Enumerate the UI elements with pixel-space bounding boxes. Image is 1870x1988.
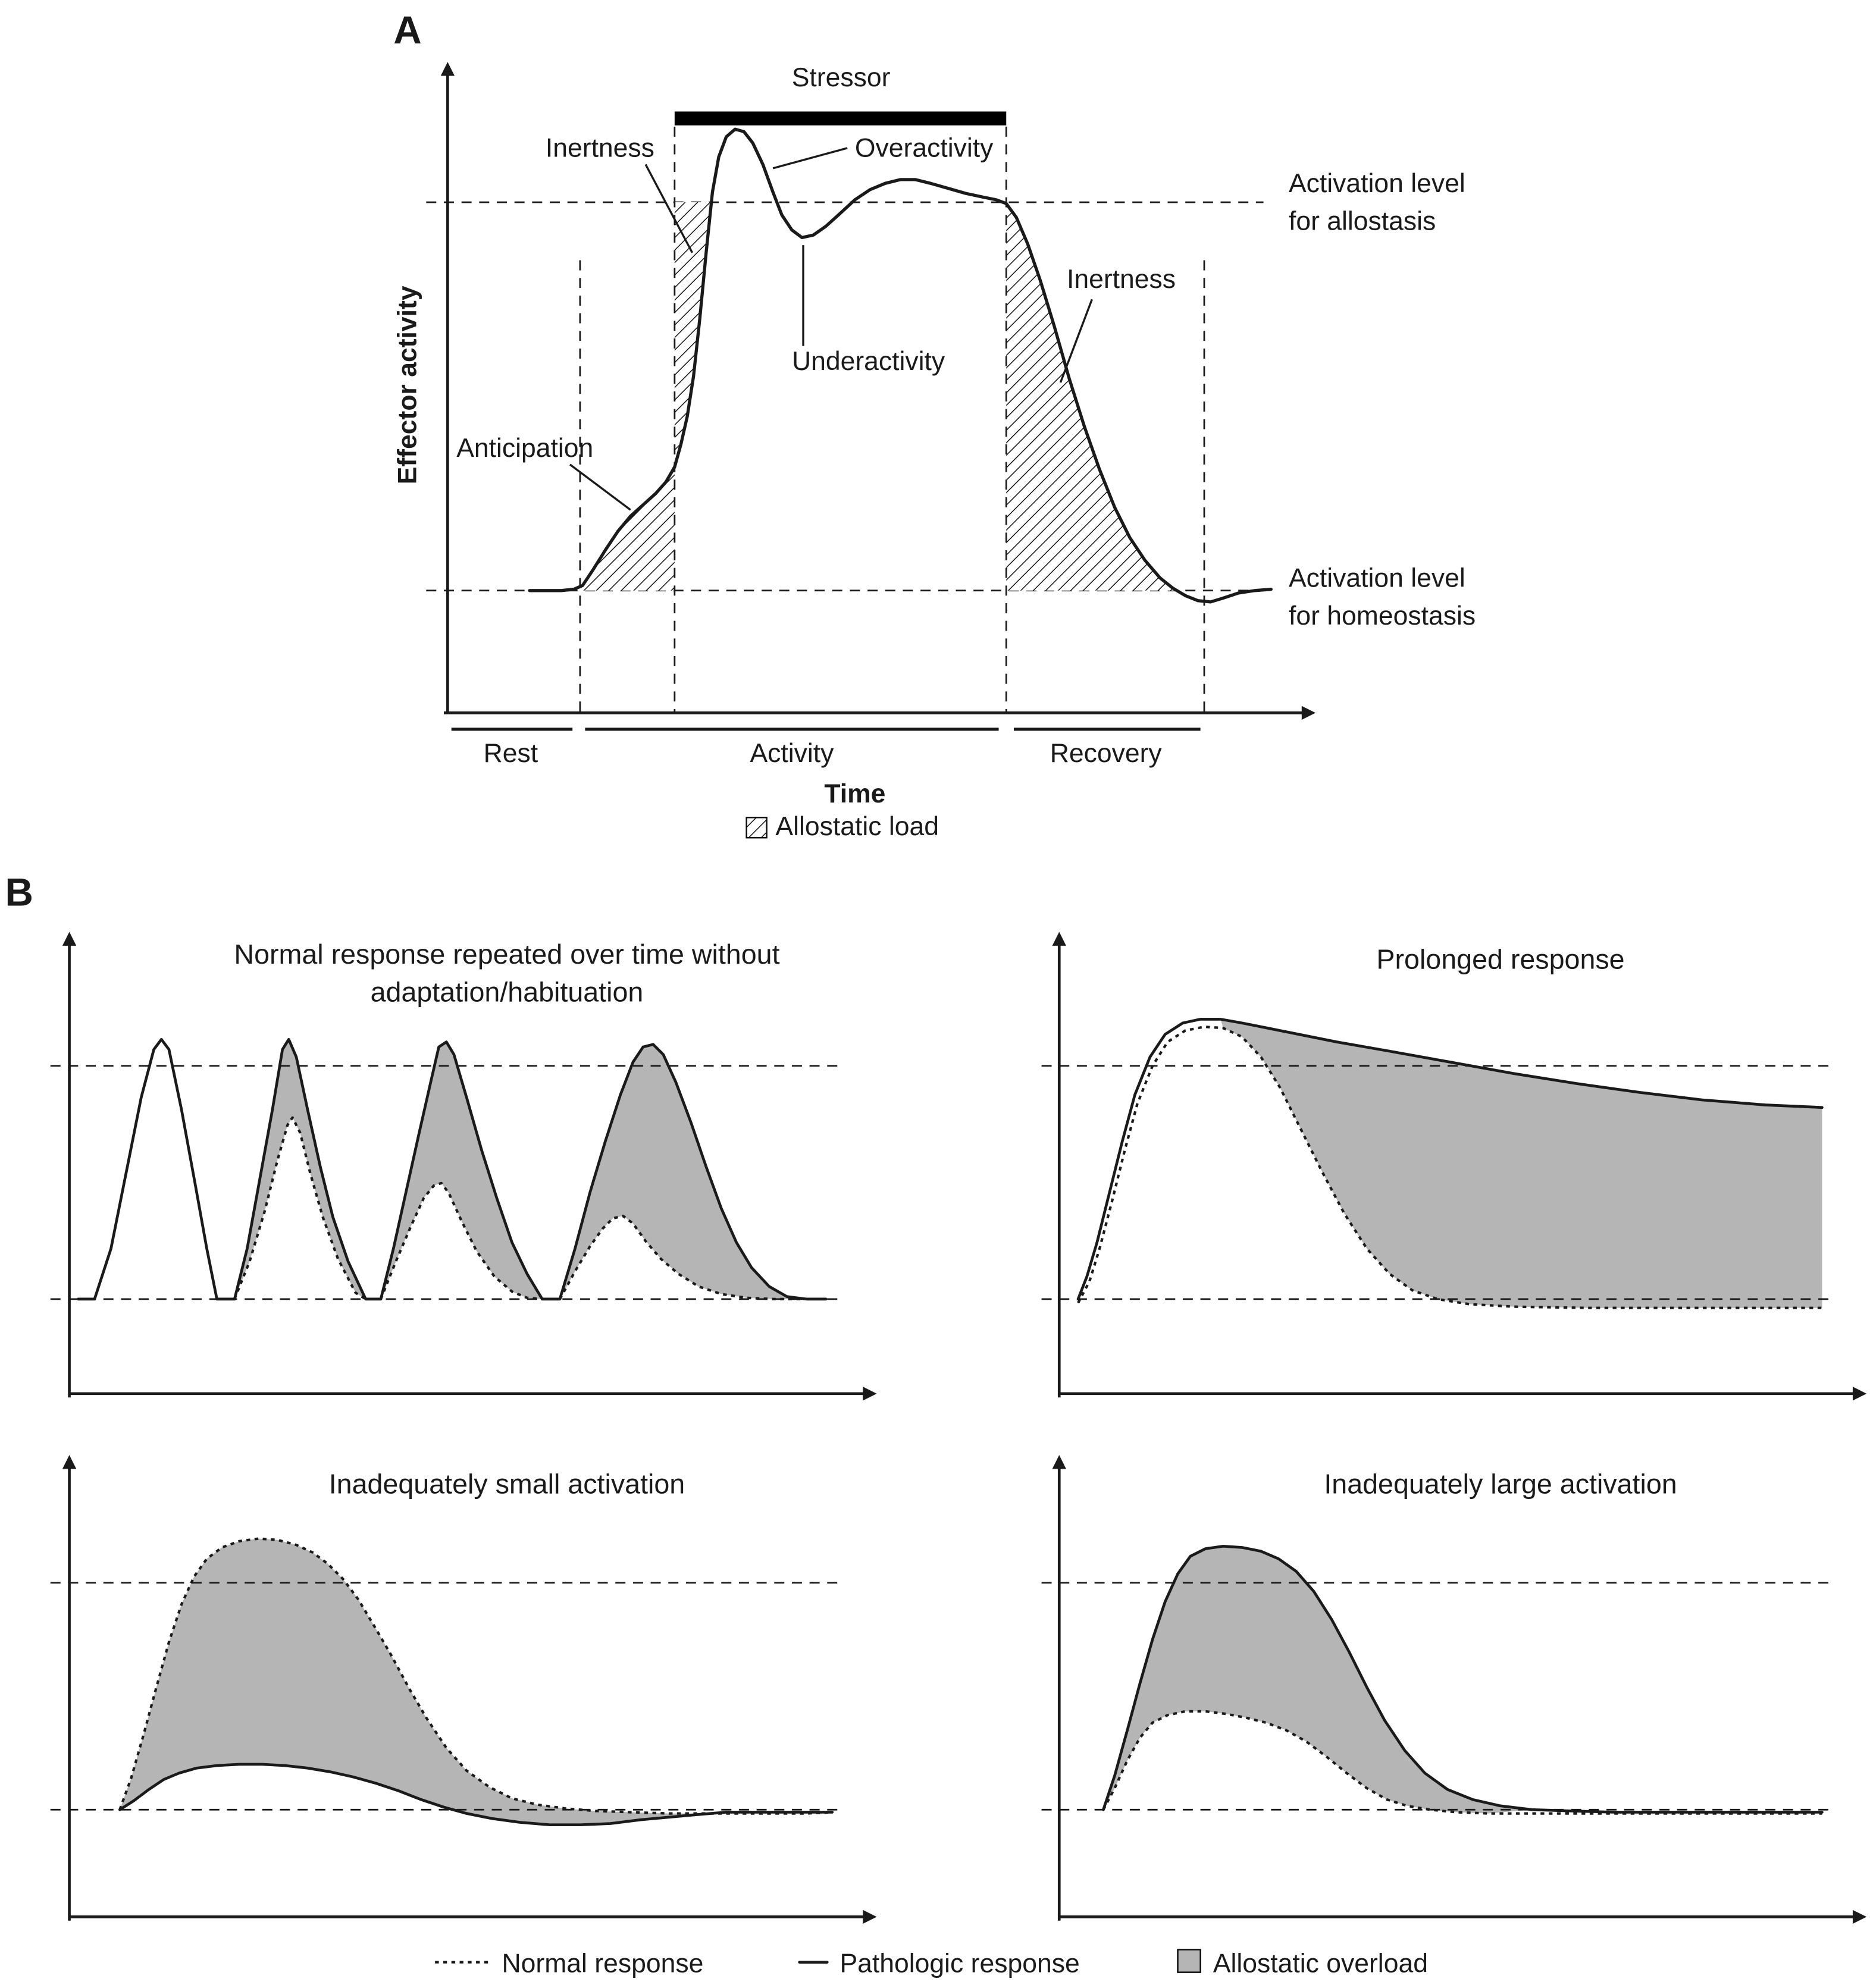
- panel-a-y-axis-label: Effector activity: [393, 286, 422, 484]
- chart-title: Inadequately large activation: [1324, 1468, 1677, 1499]
- chart-inadequately-large-activation: Inadequately large activation: [1041, 1455, 1867, 1924]
- inertness-onset-leader: [644, 164, 694, 253]
- anticipation-label: Anticipation: [456, 434, 593, 463]
- effector-activity-curve: [528, 127, 1273, 604]
- inertness-recovery-leader: [1059, 299, 1093, 383]
- normal-response-curve: [118, 1537, 832, 1815]
- overactivity-leader: [772, 147, 848, 170]
- overactivity-label: Overactivity: [855, 134, 994, 163]
- panel-b: B Normal response repeated over time wit…: [5, 871, 1867, 1978]
- panel-a-x-axis-label: Time: [824, 779, 885, 808]
- chart-title: Inadequately small activation: [329, 1468, 685, 1499]
- allostatic-load-legend-label: Allostatic load: [775, 812, 939, 841]
- stressor-label: Stressor: [792, 63, 891, 92]
- chart-inadequately-small-activation: Inadequately small activation: [50, 1455, 877, 1924]
- allostasis-label-line1: Activation level: [1289, 169, 1465, 198]
- normal-response-curve: [233, 1116, 367, 1300]
- overload-region: [234, 1039, 366, 1299]
- inertness-recovery-label: Inertness: [1067, 265, 1176, 294]
- panel-a-chart: A Stressor Effector activity Inertness O…: [393, 8, 1476, 841]
- overload-region: [1220, 1019, 1822, 1308]
- pathologic-response-curve: [1076, 1018, 1824, 1301]
- chart-title: Prolonged response: [1376, 944, 1624, 975]
- stressor-bar: [674, 111, 1007, 126]
- overload-region: [381, 1042, 543, 1299]
- overload-region: [1103, 1546, 1533, 1814]
- inertness-onset-label: Inertness: [546, 134, 654, 163]
- panel-b-legend: Normal response Pathologic response Allo…: [435, 1949, 1428, 1978]
- pathologic-response-legend-label: Pathologic response: [840, 1949, 1079, 1978]
- onset-inertness-hatch-region: [674, 202, 712, 468]
- underactivity-label: Underactivity: [792, 347, 945, 376]
- pathologic-response-curve: [118, 1763, 834, 1826]
- chart-repeated-response: Normal response repeated over time witho…: [50, 932, 877, 1401]
- overload-region: [559, 1044, 807, 1299]
- homeostasis-label-line2: for homeostasis: [1289, 601, 1476, 631]
- allostasis-label-line2: for allostasis: [1289, 207, 1436, 236]
- normal-response-curve: [380, 1181, 543, 1300]
- allostatic-load-swatch: [746, 817, 768, 839]
- chart-title-line2: adaptation/habituation: [371, 977, 644, 1008]
- normal-response-curve: [559, 1214, 807, 1301]
- activity-label: Activity: [750, 739, 834, 768]
- chart-title-line1: Normal response repeated over time witho…: [234, 939, 779, 970]
- normal-response-curve: [1102, 1710, 1822, 1815]
- pathologic-response-curve: [1102, 1544, 1824, 1814]
- normal-response-curve: [1077, 1025, 1822, 1309]
- panel-a-letter: A: [393, 8, 421, 52]
- homeostasis-label-line1: Activation level: [1289, 563, 1465, 592]
- recovery-label: Recovery: [1050, 739, 1163, 768]
- panel-b-letter: B: [5, 871, 33, 914]
- pathologic-response-curve: [77, 1037, 828, 1301]
- rest-label: Rest: [484, 739, 538, 768]
- anticipation-leader: [569, 463, 631, 511]
- allostatic-overload-swatch: [1177, 1949, 1201, 1973]
- allostatic-overload-legend-label: Allostatic overload: [1213, 1949, 1428, 1978]
- normal-response-legend-label: Normal response: [502, 1949, 704, 1978]
- recovery-inertness-hatch-region: [1006, 203, 1180, 591]
- overload-region: [120, 1538, 706, 1825]
- chart-prolonged-response: Prolonged response: [1041, 932, 1867, 1401]
